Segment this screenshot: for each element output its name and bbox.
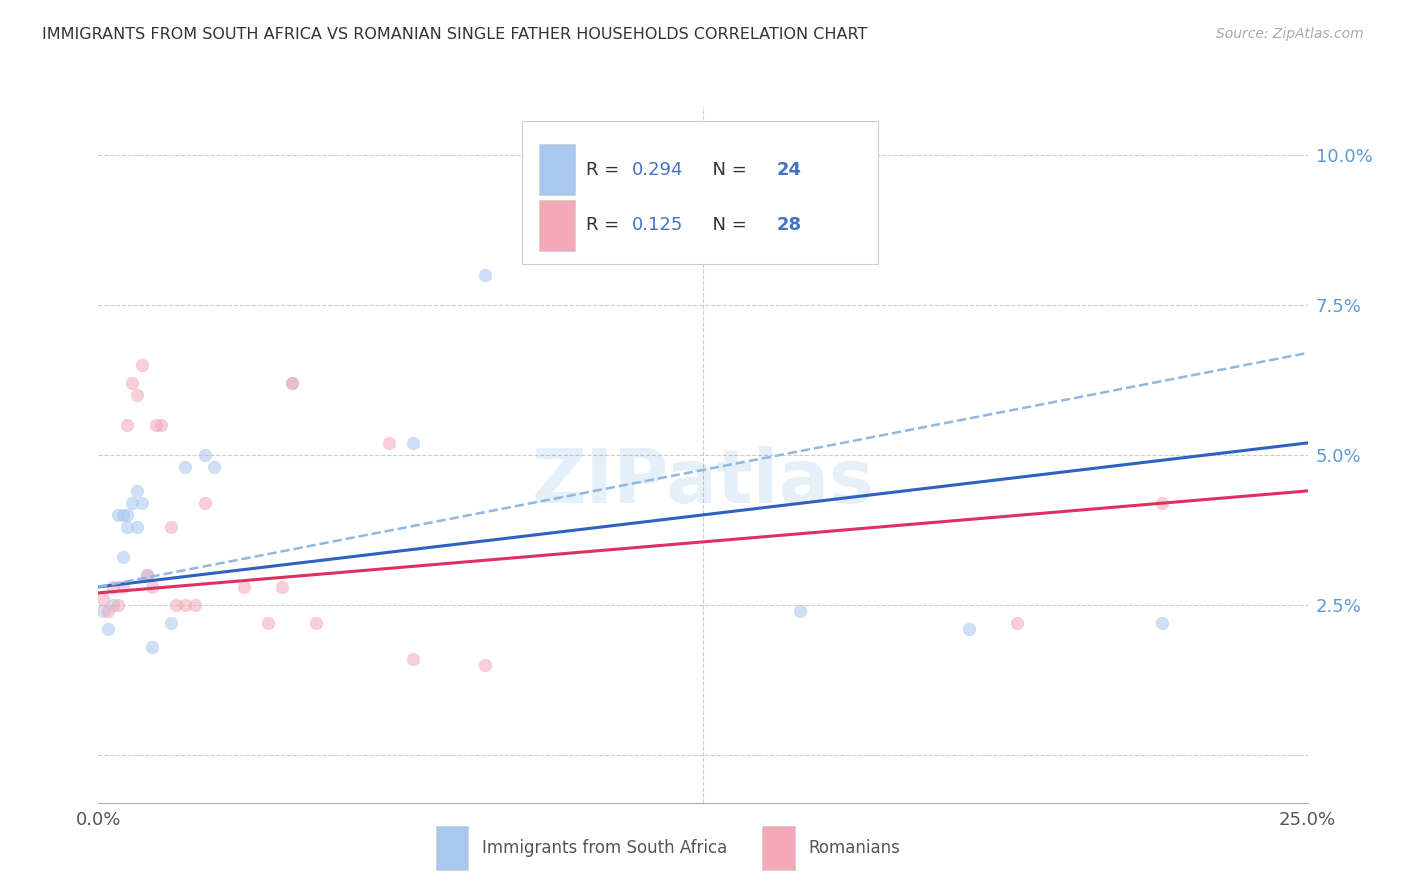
FancyBboxPatch shape	[538, 144, 575, 195]
Point	[281, 376, 304, 390]
Point	[281, 376, 304, 390]
Point	[402, 436, 425, 450]
Point	[91, 591, 114, 606]
Text: 28: 28	[776, 217, 801, 235]
Point	[101, 598, 124, 612]
Point	[91, 604, 114, 618]
Point	[141, 640, 163, 654]
Point	[174, 598, 197, 612]
Point	[1007, 615, 1029, 630]
FancyBboxPatch shape	[436, 827, 468, 870]
Point	[121, 376, 143, 390]
Point	[111, 580, 134, 594]
Point	[117, 520, 139, 534]
Point	[101, 580, 124, 594]
Point	[184, 598, 207, 612]
Text: IMMIGRANTS FROM SOUTH AFRICA VS ROMANIAN SINGLE FATHER HOUSEHOLDS CORRELATION CH: IMMIGRANTS FROM SOUTH AFRICA VS ROMANIAN…	[42, 27, 868, 42]
Point	[97, 604, 120, 618]
Text: 0.294: 0.294	[631, 161, 683, 178]
Text: ZIPatlas: ZIPatlas	[531, 446, 875, 519]
Point	[789, 604, 811, 618]
Point	[127, 520, 149, 534]
FancyBboxPatch shape	[522, 121, 879, 263]
Point	[117, 508, 139, 522]
Text: 24: 24	[776, 161, 801, 178]
Point	[160, 615, 183, 630]
Point	[97, 622, 120, 636]
Point	[127, 388, 149, 402]
Text: 0.125: 0.125	[631, 217, 683, 235]
Point	[107, 508, 129, 522]
Point	[377, 436, 399, 450]
Point	[256, 615, 278, 630]
Point	[131, 358, 153, 372]
Point	[107, 598, 129, 612]
Point	[271, 580, 294, 594]
Point	[194, 496, 217, 510]
Point	[121, 496, 143, 510]
Point	[204, 459, 226, 474]
Point	[141, 580, 163, 594]
Point	[957, 622, 980, 636]
Point	[1152, 615, 1174, 630]
Text: N =: N =	[700, 217, 752, 235]
Point	[131, 496, 153, 510]
Point	[194, 448, 217, 462]
Point	[160, 520, 183, 534]
Text: R =: R =	[586, 217, 624, 235]
Point	[135, 567, 157, 582]
Point	[127, 483, 149, 498]
FancyBboxPatch shape	[538, 200, 575, 251]
Point	[402, 652, 425, 666]
Point	[111, 508, 134, 522]
Text: R =: R =	[586, 161, 624, 178]
Point	[305, 615, 328, 630]
Text: Romanians: Romanians	[808, 839, 900, 857]
Point	[232, 580, 254, 594]
Point	[150, 417, 173, 432]
Point	[117, 417, 139, 432]
Point	[135, 567, 157, 582]
Text: Source: ZipAtlas.com: Source: ZipAtlas.com	[1216, 27, 1364, 41]
Text: Immigrants from South Africa: Immigrants from South Africa	[482, 839, 727, 857]
Point	[474, 268, 496, 282]
Point	[1152, 496, 1174, 510]
Point	[474, 657, 496, 672]
Point	[165, 598, 187, 612]
Point	[111, 549, 134, 564]
Text: N =: N =	[700, 161, 752, 178]
Point	[145, 417, 167, 432]
Point	[174, 459, 197, 474]
FancyBboxPatch shape	[762, 827, 794, 870]
